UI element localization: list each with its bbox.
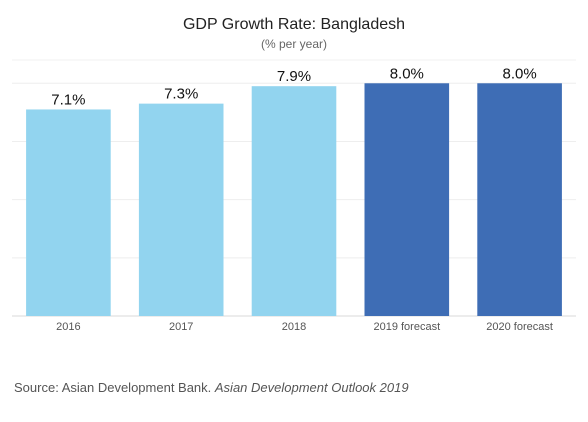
source-prefix: Source: Asian Development Bank. (14, 380, 215, 395)
source-note: Source: Asian Development Bank. Asian De… (14, 380, 409, 395)
data-label: 7.9% (277, 68, 311, 85)
bars (26, 83, 562, 317)
x-tick-label: 2016 (56, 321, 80, 333)
bar-2020-forecast (477, 83, 562, 316)
bar-2017 (138, 103, 224, 317)
data-label: 7.3% (164, 86, 198, 103)
x-tick-label: 2019 forecast (373, 321, 440, 333)
data-labels: 7.1% 7.3% 7.9% 8.0% 8.0% (51, 65, 536, 108)
x-tick-label: 2018 (282, 321, 306, 333)
data-label: 7.1% (51, 91, 85, 108)
bar-2018 (251, 86, 337, 316)
chart-title: GDP Growth Rate: Bangladesh (182, 16, 406, 33)
data-label: 8.0% (502, 65, 536, 82)
x-tick-label: 2017 (169, 321, 193, 333)
bar-2019-forecast (364, 83, 450, 316)
x-tick-label: 2020 forecast (486, 321, 553, 333)
source-publication: Asian Development Outlook 2019 (214, 380, 409, 395)
data-label: 8.0% (390, 65, 424, 82)
x-axis-ticks: 2016 2017 2018 2019 forecast 2020 forecast (56, 321, 553, 333)
chart-subtitle: (% per year) (260, 37, 328, 51)
bar-2016 (26, 109, 111, 316)
